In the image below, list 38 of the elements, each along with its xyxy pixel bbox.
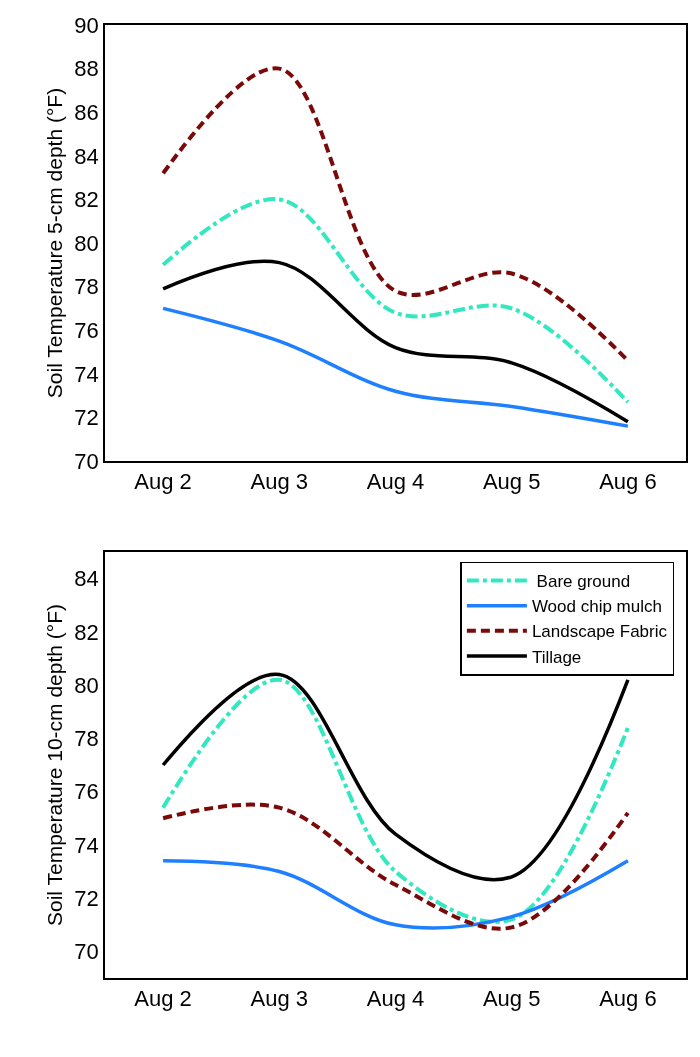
x-tick-label: Aug 4 (366, 986, 425, 1012)
legend-label: Landscape Fabric (531, 622, 668, 642)
y-tick-label: 88 (74, 56, 99, 82)
legend-label: Bare ground (531, 572, 631, 592)
y-tick-label: 70 (74, 448, 99, 474)
y-tick-label: 70 (74, 939, 99, 965)
x-tick-label: Aug 6 (599, 469, 657, 495)
y-tick-label: 72 (74, 885, 99, 911)
y-tick-label: 72 (74, 405, 99, 431)
y-tick-label: 76 (74, 317, 99, 343)
x-tick-label: Aug 5 (482, 469, 541, 495)
y-tick-label: 78 (74, 726, 99, 752)
y-tick-label: 74 (74, 361, 99, 387)
x-tick-label: Aug 3 (250, 469, 309, 495)
y-tick-label: 76 (74, 779, 99, 805)
y-axis-title: Soil Temperature 5-cm depth (°F) (43, 87, 67, 399)
y-tick-label: 82 (74, 187, 99, 213)
x-tick-label: Aug 6 (599, 986, 657, 1012)
x-tick-label: Aug 4 (366, 469, 425, 495)
legend-label: Tillage (531, 647, 582, 667)
y-tick-label: 74 (74, 832, 99, 858)
x-tick-label: Aug 2 (134, 469, 192, 495)
y-tick-label: 82 (74, 619, 99, 645)
y-tick-label: 86 (74, 99, 99, 125)
line-series (161, 259, 630, 424)
y-tick-label: 90 (74, 12, 99, 38)
y-tick-label: 80 (74, 672, 99, 698)
y-tick-label: 84 (74, 143, 99, 169)
legend-label: Wood chip mulch (531, 597, 662, 617)
y-tick-label: 80 (74, 230, 99, 256)
x-tick-label: Aug 3 (250, 986, 309, 1012)
line-series (161, 197, 630, 405)
y-axis-title: Soil Temperature 10-cm depth (°F) (43, 604, 67, 926)
x-tick-label: Aug 5 (482, 986, 541, 1012)
y-tick-label: 78 (74, 274, 99, 300)
y-tick-label: 84 (74, 566, 99, 592)
line-series (161, 306, 630, 428)
x-tick-label: Aug 2 (134, 986, 192, 1012)
